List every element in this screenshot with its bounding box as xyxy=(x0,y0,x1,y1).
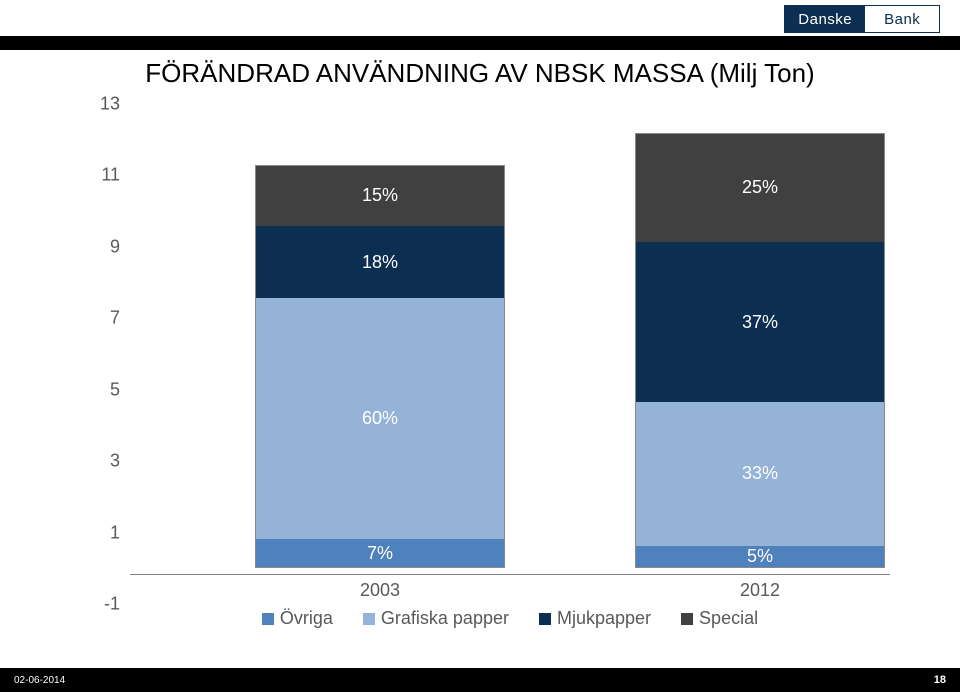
bar-segment-label: 25% xyxy=(742,177,778,198)
footer-page-number: 18 xyxy=(934,674,946,686)
brand-logo: Danske Bank xyxy=(784,5,940,33)
brand-logo-right: Bank xyxy=(865,6,939,32)
legend-item-special: Special xyxy=(681,608,758,629)
bar-segment-graf: 33% xyxy=(636,402,884,545)
legend-item-mjuk: Mjukpapper xyxy=(539,608,651,629)
bar-segment-label: 5% xyxy=(747,546,773,567)
bar-segment-label: 7% xyxy=(367,543,393,564)
footer-bar: 02-06-2014 18 xyxy=(0,668,960,692)
y-tick-label: -1 xyxy=(70,594,120,615)
bar-segment-label: 15% xyxy=(362,185,398,206)
legend-item-ovriga: Övriga xyxy=(262,608,333,629)
y-tick-label: 7 xyxy=(70,308,120,329)
page-title: FÖRÄNDRAD ANVÄNDNING AV NBSK MASSA (Milj… xyxy=(0,58,960,89)
brand-logo-left: Danske xyxy=(785,6,865,32)
y-tick-label: 11 xyxy=(70,165,120,186)
bar-segment-graf: 60% xyxy=(256,298,504,539)
bar-segment-special: 15% xyxy=(256,166,504,226)
top-bar: Danske Bank xyxy=(0,0,960,36)
bar-segment-label: 37% xyxy=(742,312,778,333)
stacked-bar: 7% 60% 18% 15% xyxy=(255,165,505,569)
bar-segment-label: 60% xyxy=(362,408,398,429)
y-tick-label: 9 xyxy=(70,236,120,257)
legend: Övriga Grafiska papper Mjukpapper Special xyxy=(130,608,890,629)
bar-segment-special: 25% xyxy=(636,134,884,242)
x-axis-baseline xyxy=(130,574,890,575)
legend-swatch xyxy=(539,613,551,625)
header-black-band xyxy=(0,36,960,50)
stacked-bar-chart: 7% 60% 18% 15% 2003 5% 33% 37% 25% 2012 -1 1 3 5 7 9 11… xyxy=(70,104,890,644)
legend-item-graf: Grafiska papper xyxy=(363,608,509,629)
legend-label: Övriga xyxy=(280,608,333,629)
legend-swatch xyxy=(681,613,693,625)
bar-segment-ovriga: 5% xyxy=(636,546,884,568)
footer-date: 02-06-2014 xyxy=(14,675,65,686)
bar-segment-label: 18% xyxy=(362,252,398,273)
bar-segment-ovriga: 7% xyxy=(256,539,504,567)
y-tick-label: 13 xyxy=(70,94,120,115)
x-category-label: 2003 xyxy=(360,580,400,601)
legend-swatch xyxy=(262,613,274,625)
y-tick-label: 5 xyxy=(70,379,120,400)
plot-area: 7% 60% 18% 15% 2003 5% 33% 37% 25% 2012 xyxy=(130,104,890,604)
stacked-bar: 5% 33% 37% 25% xyxy=(635,133,885,569)
legend-label: Special xyxy=(699,608,758,629)
legend-label: Grafiska papper xyxy=(381,608,509,629)
legend-swatch xyxy=(363,613,375,625)
legend-label: Mjukpapper xyxy=(557,608,651,629)
bar-segment-mjuk: 18% xyxy=(256,226,504,298)
x-category-label: 2012 xyxy=(740,580,780,601)
bar-segment-label: 33% xyxy=(742,463,778,484)
y-tick-label: 1 xyxy=(70,522,120,543)
y-tick-label: 3 xyxy=(70,451,120,472)
bar-segment-mjuk: 37% xyxy=(636,242,884,402)
